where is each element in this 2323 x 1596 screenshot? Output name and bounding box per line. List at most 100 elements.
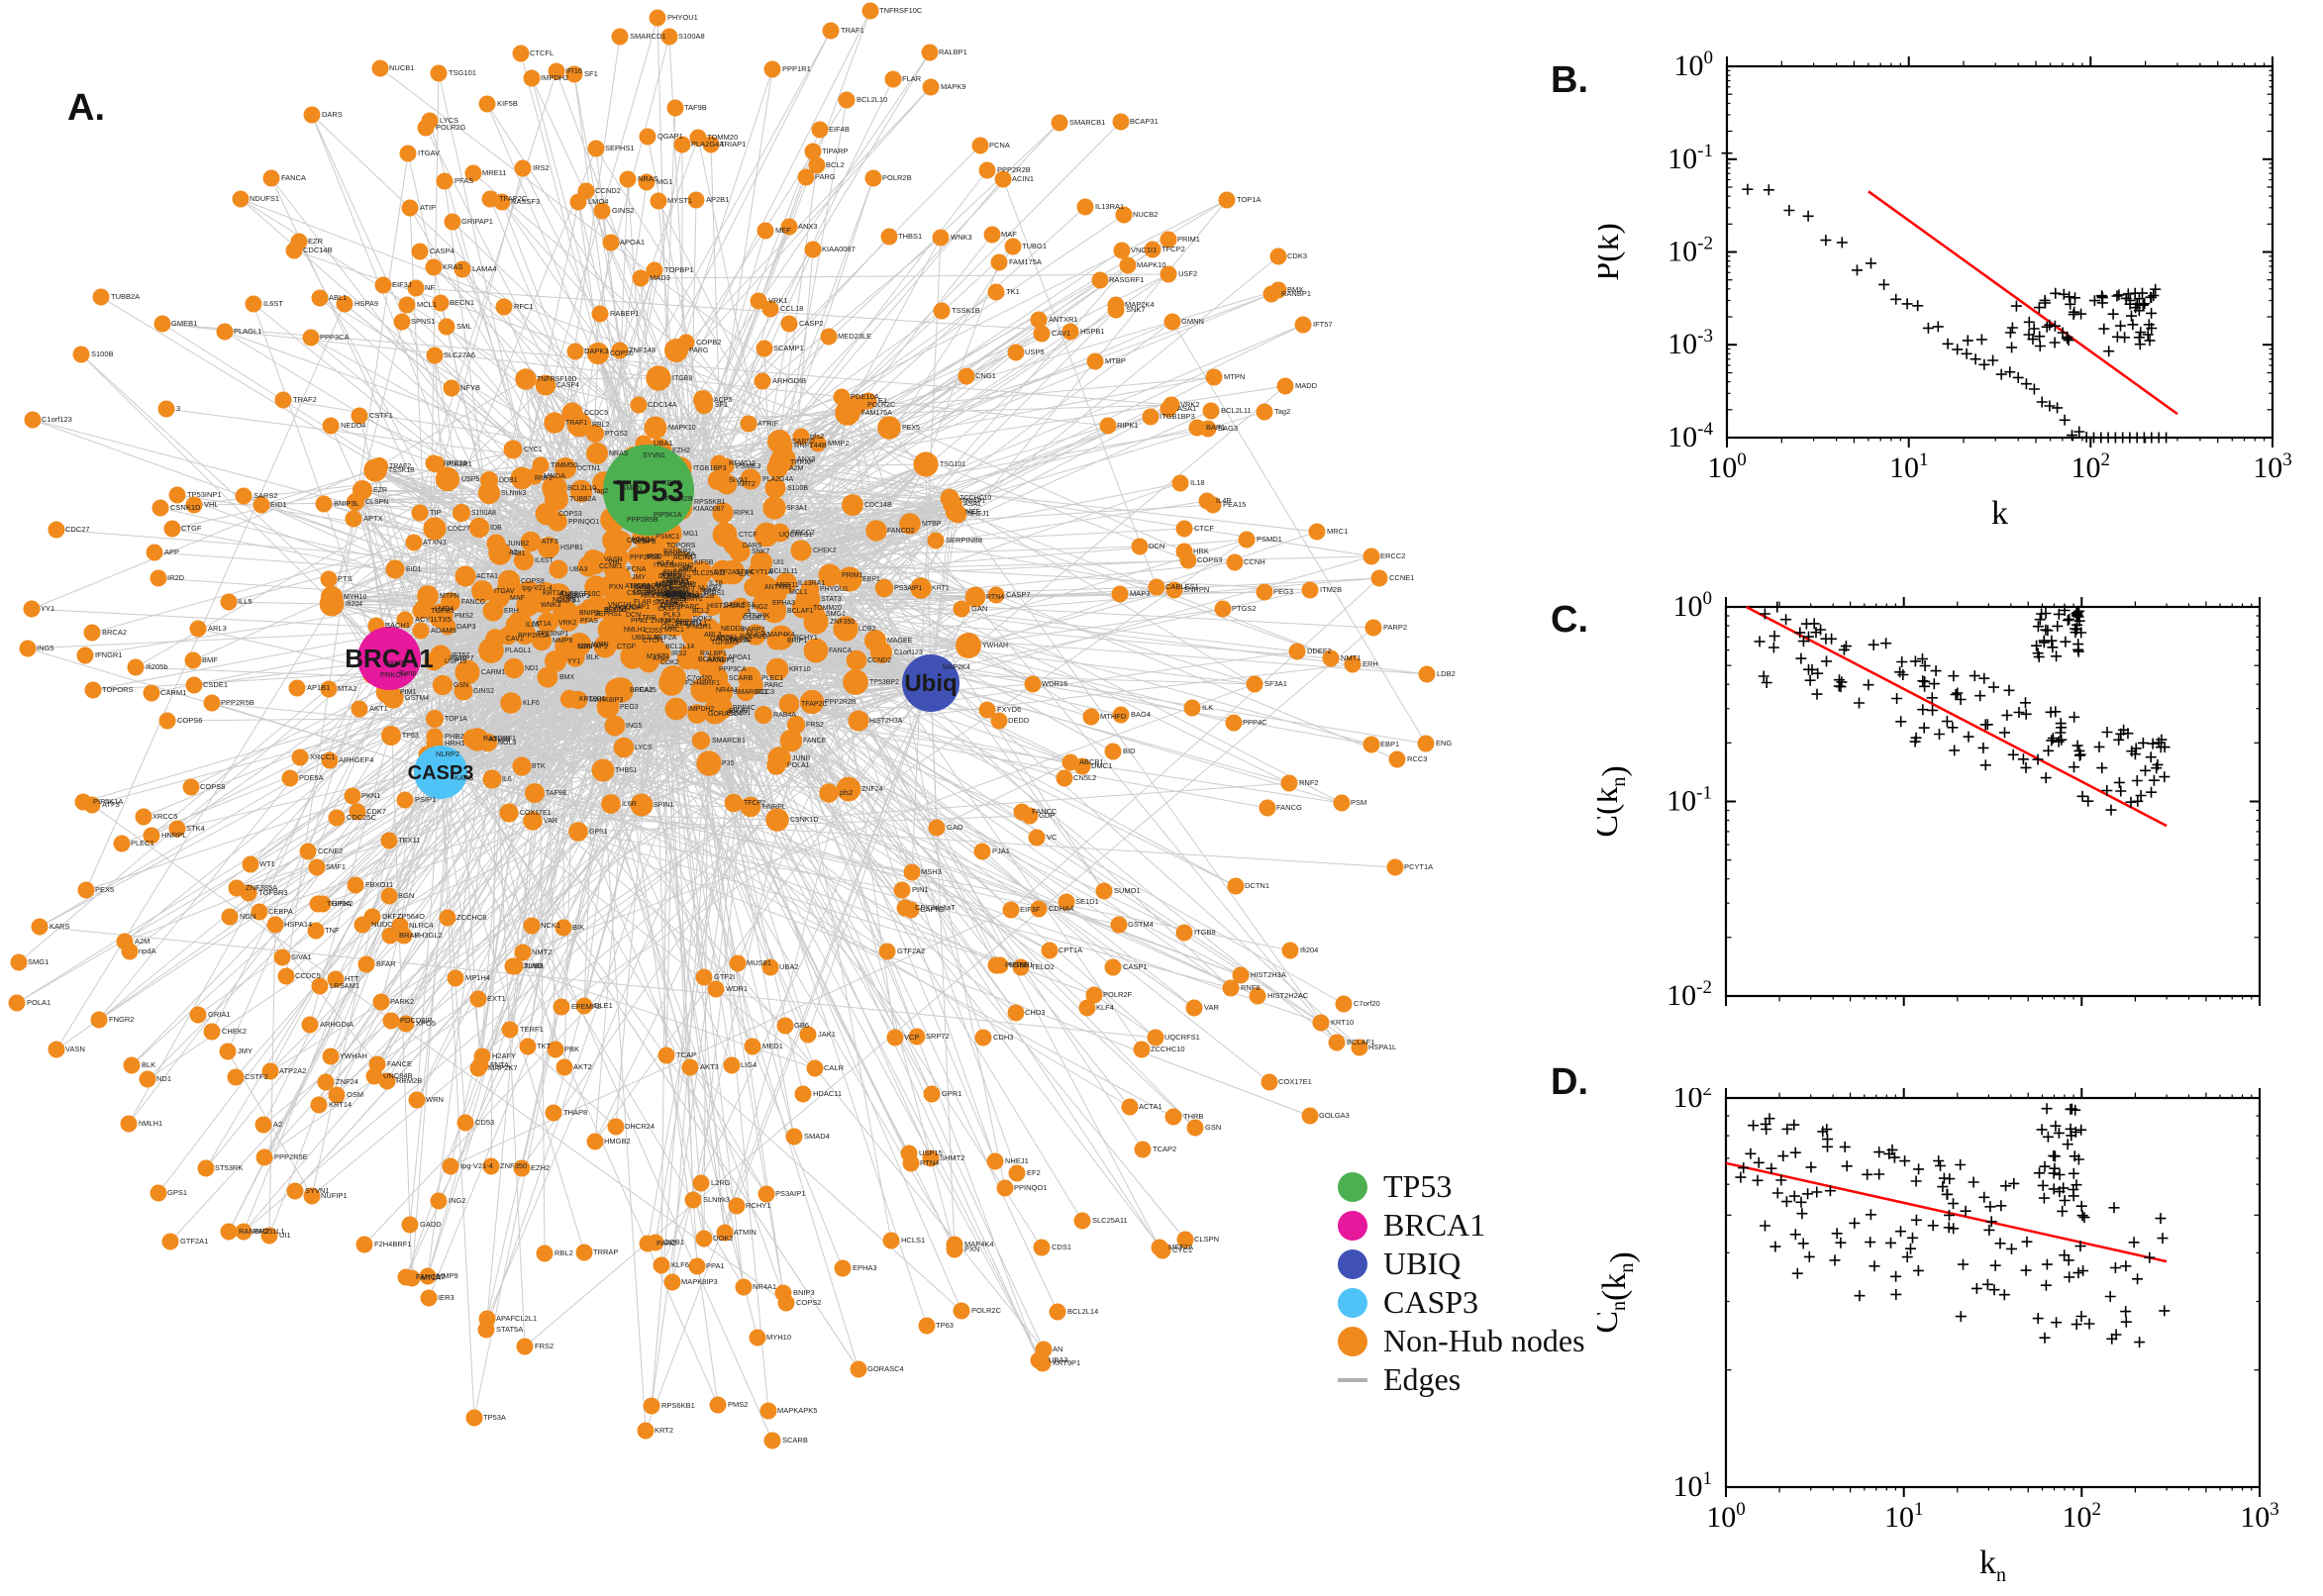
svg-text:MRE11: MRE11: [482, 168, 506, 177]
svg-text:CDS1: CDS1: [1052, 1243, 1071, 1251]
svg-text:PHYOU1: PHYOU1: [667, 13, 698, 22]
svg-text:TRRAP: TRRAP: [593, 1247, 618, 1256]
svg-text:TUBG1: TUBG1: [1022, 242, 1047, 250]
svg-text:POLA1: POLA1: [27, 998, 50, 1007]
svg-text:MRC1: MRC1: [664, 627, 684, 634]
svg-text:PLEC1: PLEC1: [131, 839, 154, 848]
svg-text:BCL2L11: BCL2L11: [769, 568, 798, 575]
svg-text:VNC1I1: VNC1I1: [1131, 246, 1157, 254]
svg-text:TSSK1B: TSSK1B: [388, 467, 415, 474]
svg-text:CASP3: CASP3: [408, 762, 474, 784]
svg-text:NUDC: NUDC: [371, 920, 393, 929]
svg-text:RNF2: RNF2: [1299, 778, 1319, 787]
svg-text:BMX: BMX: [559, 674, 575, 681]
svg-text:TOPBP1: TOPBP1: [664, 265, 693, 274]
svg-text:NDUFS1: NDUFS1: [250, 194, 279, 203]
svg-text:SMARCB1: SMARCB1: [1069, 118, 1105, 127]
svg-text:BAP1: BAP1: [1206, 423, 1225, 432]
svg-text:PPP3R1: PPP3R1: [675, 619, 702, 626]
svg-text:BECN1: BECN1: [450, 298, 474, 307]
svg-text:TOMM20: TOMM20: [813, 605, 842, 612]
svg-text:HMGB2: HMGB2: [604, 1137, 631, 1146]
svg-text:DHCR24: DHCR24: [625, 1122, 655, 1131]
svg-text:MTHFD: MTHFD: [1100, 712, 1127, 721]
svg-text:NHEJ1: NHEJ1: [967, 511, 989, 518]
svg-text:BRIP1: BRIP1: [787, 638, 807, 645]
svg-text:CCL18: CCL18: [780, 304, 803, 313]
svg-text:KRT9P1: KRT9P1: [579, 696, 605, 703]
svg-text:C1orf123: C1orf123: [894, 649, 923, 656]
svg-text:KRT14: KRT14: [329, 1100, 352, 1109]
svg-text:MCL1: MCL1: [789, 589, 808, 596]
svg-text:GADD: GADD: [420, 1220, 442, 1229]
svg-text:RIPK1: RIPK1: [734, 510, 754, 517]
svg-text:ZNF350: ZNF350: [500, 1161, 527, 1170]
svg-text:RBL2: RBL2: [555, 1248, 573, 1257]
svg-text:CARM1: CARM1: [481, 669, 506, 676]
svg-text:S100A8: S100A8: [471, 510, 496, 517]
svg-text:MRC1: MRC1: [1327, 527, 1348, 536]
svg-text:MAD3: MAD3: [650, 273, 670, 282]
svg-text:PSMD1: PSMD1: [1257, 535, 1282, 544]
svg-text:USP5: USP5: [1025, 348, 1045, 356]
svg-text:TIPARP: TIPARP: [822, 147, 849, 155]
svg-text:PRIM1: PRIM1: [842, 572, 863, 579]
svg-text:A2: A2: [273, 1120, 282, 1129]
svg-text:PCNA: PCNA: [627, 566, 647, 573]
svg-text:102: 102: [2063, 1499, 2102, 1534]
svg-text:UQCRFS1: UQCRFS1: [779, 532, 813, 539]
svg-text:TAF9B: TAF9B: [546, 790, 567, 797]
svg-text:TSSK1B: TSSK1B: [952, 306, 980, 315]
svg-text:TEX11: TEX11: [398, 836, 420, 845]
svg-text:Ifi205b: Ifi205b: [146, 662, 168, 671]
svg-text:DCTN1: DCTN1: [1245, 881, 1269, 890]
svg-text:MAPK10: MAPK10: [668, 425, 696, 432]
svg-text:FLAR: FLAR: [902, 74, 922, 83]
svg-text:FANCD2: FANCD2: [416, 1272, 446, 1281]
svg-text:CTGF: CTGF: [617, 644, 636, 650]
svg-text:SCARB: SCARB: [782, 1436, 808, 1445]
svg-text:PTS: PTS: [338, 574, 353, 583]
svg-text:TCAP2: TCAP2: [656, 599, 678, 606]
svg-text:LIG4: LIG4: [741, 1060, 757, 1069]
svg-text:CDK3: CDK3: [1287, 251, 1307, 260]
svg-text:TNFRSF10C: TNFRSF10C: [560, 591, 600, 598]
svg-text:Ifi204: Ifi204: [1300, 946, 1318, 954]
svg-text:MAPK10: MAPK10: [1137, 260, 1166, 269]
svg-text:COPB2: COPB2: [696, 338, 721, 347]
svg-text:YY1: YY1: [567, 658, 580, 665]
svg-text:IMPDH2: IMPDH2: [541, 73, 568, 82]
svg-text:MYH10: MYH10: [766, 1333, 791, 1342]
svg-text:KRT2: KRT2: [655, 1426, 673, 1435]
svg-text:MTPN: MTPN: [1224, 372, 1245, 381]
svg-text:Ubiq: Ubiq: [904, 670, 957, 697]
svg-text:BID: BID: [1123, 747, 1136, 755]
svg-text:NMT2: NMT2: [532, 948, 552, 956]
svg-text:SIVA1: SIVA1: [291, 952, 312, 961]
svg-text:PDCD6IP: PDCD6IP: [400, 1016, 433, 1025]
svg-text:ATP2A2: ATP2A2: [279, 1066, 306, 1075]
svg-text:BLK: BLK: [142, 1060, 155, 1069]
svg-text:USP15: USP15: [919, 1148, 943, 1157]
svg-text:MTPN: MTPN: [440, 593, 459, 600]
svg-text:ND1: ND1: [156, 1074, 171, 1083]
svg-text:PDE5A: PDE5A: [299, 773, 324, 782]
svg-text:HIST2H2AC: HIST2H2AC: [707, 603, 746, 610]
svg-text:SMG1: SMG1: [826, 611, 846, 618]
svg-text:PEG3: PEG3: [1273, 587, 1293, 596]
svg-text:SML: SML: [456, 322, 471, 331]
svg-text:CEBPA: CEBPA: [268, 907, 293, 916]
svg-text:CCNE1: CCNE1: [1389, 573, 1414, 582]
svg-text:ITM2B: ITM2B: [1320, 585, 1342, 594]
svg-text:SLC27A6: SLC27A6: [444, 350, 475, 359]
svg-text:BCAP31: BCAP31: [1130, 117, 1159, 126]
svg-text:PPP4C: PPP4C: [733, 705, 756, 712]
svg-text:BMX: BMX: [1287, 285, 1303, 294]
svg-text:JUNB2: JUNB2: [507, 541, 529, 548]
svg-text:CSDE1: CSDE1: [203, 680, 228, 689]
svg-text:COPS3: COPS3: [1197, 555, 1222, 564]
svg-text:CTCF: CTCF: [1194, 524, 1214, 533]
svg-text:C7orf20: C7orf20: [1354, 999, 1380, 1008]
svg-text:MAF: MAF: [510, 595, 525, 602]
svg-text:THBS1: THBS1: [615, 767, 638, 774]
